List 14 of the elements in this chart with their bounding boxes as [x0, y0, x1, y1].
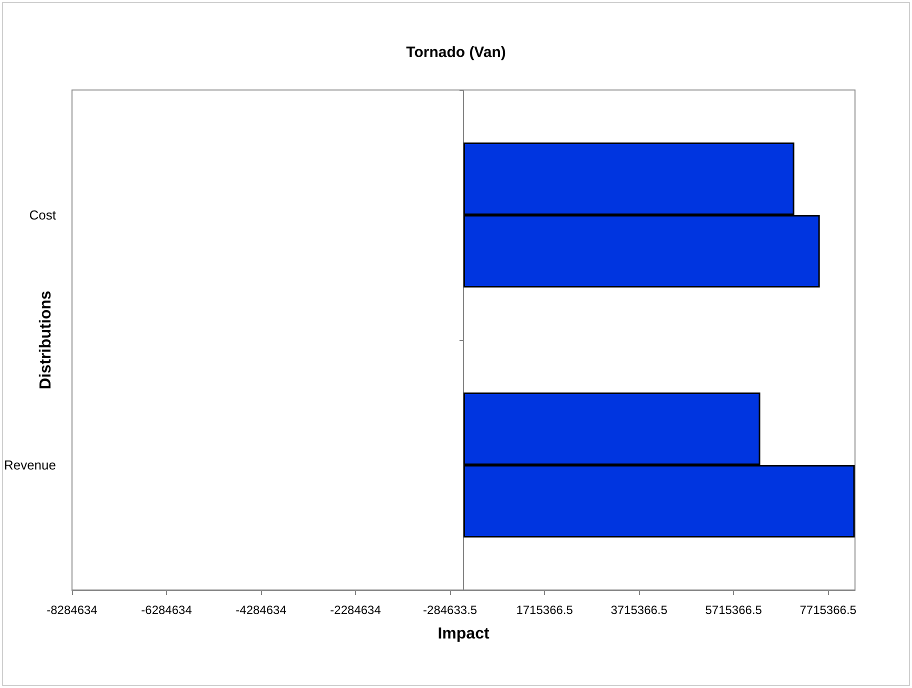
y-tick-label: Cost — [29, 208, 56, 222]
y-tick-label: Revenue — [4, 458, 56, 472]
x-tick-label: -2284634 — [330, 603, 382, 617]
x-tick-label: 5715366.5 — [705, 603, 762, 617]
x-tick-label: -8284634 — [46, 603, 98, 617]
x-tick-label: -4284634 — [236, 603, 287, 617]
x-tick-label: -6284634 — [141, 603, 192, 617]
x-tick-label: 7715366.5 — [800, 603, 857, 617]
x-tick-label: 3715366.5 — [610, 603, 668, 617]
x-axis-title: Impact — [438, 626, 490, 642]
x-tick-label: -284633.5 — [423, 603, 478, 617]
chart-title: Tornado (Van) — [406, 44, 506, 61]
x-tick-label: 1715366.5 — [516, 603, 574, 617]
y-axis-title: Distributions — [38, 290, 54, 390]
